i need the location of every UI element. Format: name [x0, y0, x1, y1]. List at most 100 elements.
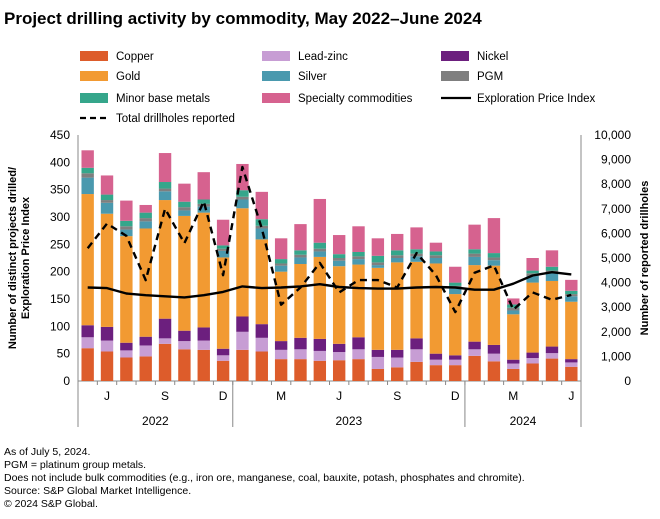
bar-segment-nickel [236, 316, 249, 332]
bar-segment-minor-base-metals [100, 194, 114, 201]
bar-segment-nickel [120, 342, 133, 351]
bar-segment-copper [487, 361, 501, 381]
bar-segment-copper [139, 356, 152, 381]
bar-segment-pgm [352, 256, 365, 260]
legend-label-pgm: PGM [477, 71, 503, 83]
bar-stack-2023-11 [429, 242, 443, 381]
chart-title: Project drilling activity by commodity, … [4, 9, 482, 28]
bar-segment-copper [429, 365, 443, 381]
legend-swatch-gold [80, 71, 108, 81]
bar-segment-nickel [158, 318, 172, 339]
right-tick-label: 2,000 [601, 325, 631, 339]
legend-label-minor-base-metals: Minor base metals [116, 93, 210, 105]
bar-segment-minor-base-metals [197, 199, 210, 204]
bar-segment-lead-zinc [449, 359, 462, 366]
bar-segment-pgm [391, 255, 404, 258]
legend-item-specialty-commodities: Specialty commodities [262, 93, 413, 105]
bar-stack-2024-06 [565, 279, 578, 381]
bar-segment-lead-zinc [274, 349, 288, 360]
bar-segment-pgm [81, 173, 94, 178]
legend-swatch-lead-zinc [262, 51, 290, 61]
bar-segment-silver [526, 276, 539, 283]
legend-label-copper: Copper [116, 51, 154, 63]
right-tick-label: 7,000 [601, 202, 631, 216]
bar-segment-specialty-commodities [236, 163, 249, 191]
bar-segment-gold [197, 212, 210, 328]
bar-segment-specialty-commodities [100, 175, 114, 195]
legend-item-silver: Silver [262, 71, 327, 83]
bar-stack-2024-01 [468, 224, 481, 381]
bar-segment-copper [81, 348, 94, 381]
bar-segment-pgm [178, 207, 191, 211]
footnote-date: As of July 5, 2024. [4, 446, 91, 458]
bar-segment-copper [352, 359, 365, 381]
bar-segment-nickel [178, 330, 191, 342]
bar-segment-gold [216, 257, 230, 349]
bar-segment-lead-zinc [507, 363, 520, 369]
legend-item-lead-zinc: Lead-zinc [262, 51, 348, 63]
left-tick-label: 300 [50, 210, 70, 224]
bar-segment-nickel [197, 327, 210, 341]
bar-segment-pgm [236, 196, 249, 200]
bar-segment-silver [216, 250, 230, 258]
bar-segment-specialty-commodities [274, 238, 288, 260]
bar-segment-silver [449, 288, 462, 295]
bar-segment-pgm [158, 188, 172, 192]
legend-swatch-silver [262, 71, 290, 81]
right-tick-label: 10,000 [594, 128, 631, 142]
x-tick-label: J [104, 389, 110, 403]
bar-segment-lead-zinc [487, 353, 501, 362]
bar-stack-2022-08 [139, 204, 152, 381]
bar-segment-silver [410, 256, 423, 262]
legend-item-gold: Gold [80, 71, 140, 83]
x-tick-label: J [568, 389, 574, 403]
bar-stack-2023-01 [236, 163, 249, 381]
bar-segment-copper [255, 351, 268, 381]
legend-label-silver: Silver [298, 71, 327, 83]
legend-swatch-pgm [441, 71, 469, 81]
bar-segment-silver [429, 258, 443, 264]
legend-item-minor-base-metals: Minor base metals [80, 93, 210, 105]
bar-segment-lead-zinc [332, 352, 346, 361]
bar-segment-minor-base-metals [371, 255, 385, 263]
footnote-source: Source: S&P Global Market Intelligence. [4, 485, 192, 497]
bar-segment-copper [507, 368, 520, 381]
bar-segment-specialty-commodities [352, 226, 365, 252]
bar-segment-gold [158, 200, 172, 319]
right-tick-label: 4,000 [601, 276, 631, 290]
bar-segment-lead-zinc [81, 337, 94, 349]
bar-segment-nickel [371, 349, 385, 357]
legend-label-lead-zinc: Lead-zinc [298, 51, 348, 63]
bar-segment-pgm [371, 262, 385, 266]
bar-segment-lead-zinc [120, 350, 133, 358]
bar-segment-minor-base-metals [81, 167, 94, 174]
bar-segment-minor-base-metals [352, 251, 365, 257]
bar-segment-pgm [120, 226, 133, 230]
line-total-drillholes-reported [86, 165, 572, 314]
bar-segment-copper [158, 343, 172, 381]
bar-stack-2022-05 [81, 150, 94, 381]
bar-stack-2022-11 [197, 172, 210, 381]
left-tick-label: 150 [50, 292, 70, 306]
bar-segment-lead-zinc [429, 359, 443, 366]
bar-stack-2023-03 [274, 238, 288, 381]
footnote-pgm: PGM = platinum group metals. [4, 459, 147, 471]
bar-segment-minor-base-metals [449, 282, 462, 286]
bar-segment-gold [332, 266, 346, 344]
bar-segment-gold [526, 282, 539, 353]
bar-segment-nickel [429, 353, 443, 360]
bar-segment-silver [332, 260, 346, 267]
footnote-copyright: © 2024 S&P Global. [4, 498, 98, 510]
left-tick-label: 50 [57, 347, 71, 361]
bar-segment-pgm [294, 254, 307, 258]
bar-segment-specialty-commodities [565, 279, 578, 291]
bar-segment-specialty-commodities [139, 204, 152, 213]
bar-segment-nickel [81, 325, 94, 338]
bar-segment-nickel [449, 355, 462, 360]
bar-stacks [81, 150, 578, 381]
bar-segment-silver [274, 265, 288, 272]
bar-stack-2023-10 [410, 227, 423, 381]
bar-segment-specialty-commodities [449, 266, 462, 283]
bar-segment-copper [468, 355, 481, 381]
bar-segment-copper [332, 360, 346, 381]
